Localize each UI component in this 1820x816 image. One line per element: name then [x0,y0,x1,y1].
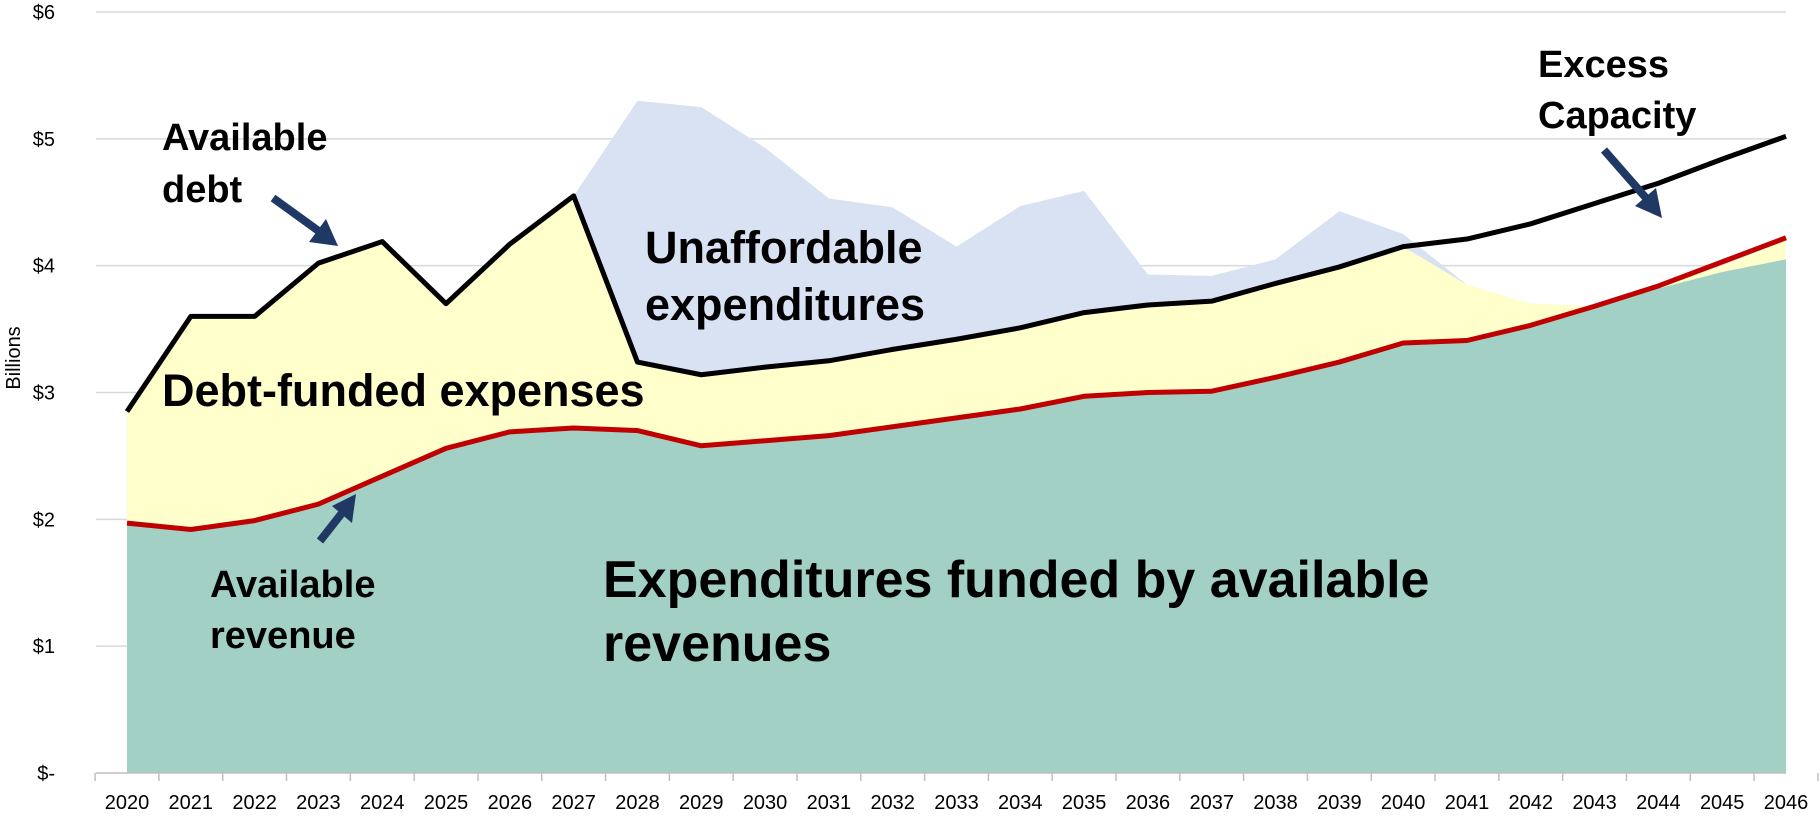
y-tick-label: $2 [33,509,55,531]
annotation-available-revenue: Available revenue [210,564,386,657]
arrow-available-debt [270,194,338,246]
arrow-available-revenue [316,494,356,544]
x-tick-label: 2028 [615,792,660,814]
x-tick-label: 2034 [998,792,1043,814]
x-tick-label: 2027 [551,792,596,814]
x-tick-label: 2040 [1381,792,1426,814]
x-tick-label: 2036 [1126,792,1171,814]
x-tick-label: 2029 [679,792,724,814]
x-tick-label: 2042 [1509,792,1554,814]
y-tick-label: $1 [33,636,55,658]
area-funded-by-revenues [127,259,1786,773]
x-tick-label: 2021 [169,792,214,814]
x-tick-label: 2032 [870,792,915,814]
annotation-debt-funded-expenses: Debt-funded expenses [162,365,645,416]
x-tick-label: 2046 [1764,792,1809,814]
lines [124,133,1787,532]
x-tick-label: 2025 [424,792,469,814]
line-available-debt [124,133,1787,413]
x-tick-label: 2026 [488,792,533,814]
x-tick-label: 2031 [807,792,852,814]
annotation-excess-capacity: Excess Capacity [1538,44,1696,137]
y-tick-label: $3 [33,383,55,405]
annotation-unaffordable-expenditures: Unaffordable expenditures [645,222,935,330]
x-tick-label: 2033 [934,792,979,814]
areas [127,100,1786,774]
x-tick-label: 2023 [296,792,341,814]
x-tick-label: 2038 [1253,792,1298,814]
x-tick-label: 2045 [1700,792,1745,814]
x-tick-label: 2020 [105,792,150,814]
x-tick-label: 2039 [1317,792,1362,814]
x-tick-label: 2037 [1189,792,1234,814]
x-tick-label: 2024 [360,792,405,814]
x-tick-label: 2041 [1445,792,1490,814]
y-axis-label: Billions [3,326,25,389]
y-tick-label: $5 [33,129,55,151]
annotation-funded-by-revenues: Expenditures funded by available revenue… [603,551,1444,673]
arrow-excess-capacity [1600,147,1662,218]
x-tick-label: 2030 [743,792,788,814]
annotation-available-debt: Available debt [162,117,338,211]
x-tick-label: 2035 [1062,792,1107,814]
y-tick-label: $- [37,763,55,785]
x-tick-label: 2043 [1572,792,1617,814]
y-tick-label: $6 [33,2,55,24]
x-tick-label: 2044 [1636,792,1681,814]
axes: $- $1 $2 $3 $4 $5 $6 2020 2021 2022 2023 2024 2025 20… [33,2,1819,814]
line-available-revenue [126,235,1787,532]
y-tick-label: $4 [33,256,55,278]
x-tick-label: 2022 [232,792,277,814]
